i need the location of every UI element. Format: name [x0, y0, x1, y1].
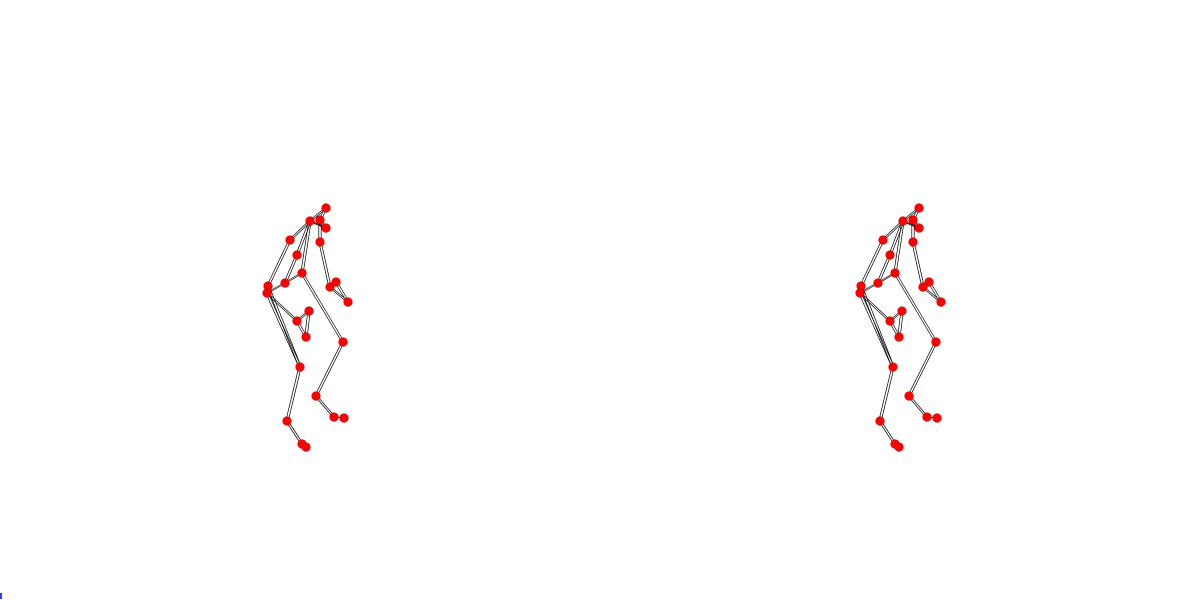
pose-left-bone-neck-upperC-a: [295, 220, 310, 256]
pose-right-bone-shoulderL-hipL1-a: [859, 239, 883, 287]
pose-left-bone-hipL2-handB-b: [267, 292, 299, 322]
pose-right-bone-shoulderL-hipL1-b: [861, 239, 885, 287]
pose-left-joint-footR2: [339, 413, 349, 423]
pose-right-joint-footR1: [922, 412, 932, 422]
pose-left-joint-handA: [304, 306, 314, 316]
pose-left-bone-hipC-kneeR-a: [300, 272, 343, 343]
pose-left-joint-neck: [305, 216, 315, 226]
pose-left-joint-hipC: [297, 268, 307, 278]
pose-left-bone-kneeR-ankleR-b: [316, 341, 345, 397]
pose-left-joint-footL2: [301, 442, 311, 452]
pose-left-joint-shinL: [295, 362, 305, 372]
pose-right-joint-wristR: [936, 297, 946, 307]
pose-right-bone-hipL1-shinL-b: [861, 285, 895, 368]
pose-right-bone-shinL-ankleL-a: [878, 366, 893, 422]
pose-figure-left: [262, 203, 353, 452]
pose-right-bone-hipC-kneeR-b: [895, 272, 938, 343]
pose-left-bone-hipC-kneeR-b: [302, 272, 345, 343]
pose-right-joint-hipC: [890, 268, 900, 278]
pose-left-joint-elbowR1: [325, 282, 335, 292]
pose-right-joint-shoulderR: [908, 237, 918, 247]
pose-right-joint-neck: [898, 216, 908, 226]
pose-left-bone-neck-upperC-b: [297, 220, 312, 256]
pose-right-joint-shoulderL: [878, 235, 888, 245]
pose-left-bone-kneeR-ankleR-a: [314, 341, 343, 397]
pose-left-joint-elbowR2: [331, 277, 341, 287]
pose-left-bone-shinL-ankleL-a: [285, 366, 300, 422]
pose-left-bone-hipL2-handB-a: [265, 292, 297, 322]
pose-left-joint-shoulderL: [285, 235, 295, 245]
pose-right-bone-shoulderR-elbowR1-b: [913, 241, 925, 288]
pose-left-joint-upperC: [292, 250, 302, 260]
pose-left-bone-shoulderR-elbowR1-a: [318, 241, 330, 288]
pose-left-bone-hipL2-shinL-a: [265, 292, 300, 368]
pose-right-joint-handC: [894, 332, 904, 342]
pose-left-joint-ankleL: [282, 416, 292, 426]
pose-right-bone-hipL2-handB-b: [860, 292, 892, 322]
pose-right-joint-hipL2: [855, 288, 865, 298]
pose-left-joint-head: [321, 203, 331, 213]
pose-right-bone-neck-hipC-a: [893, 220, 903, 274]
pose-left-joint-kneeR: [338, 337, 348, 347]
pose-left-bone-hipL1-shinL-b: [268, 285, 302, 368]
pose-right-joint-kneeR: [931, 337, 941, 347]
pose-right-bone-upperC-kneeA-b: [878, 254, 892, 284]
pose-left-joint-kneeA: [280, 278, 290, 288]
pose-right-joint-upperC: [885, 250, 895, 260]
pose-figure-right: [855, 203, 946, 452]
pose-left-joint-handC: [301, 332, 311, 342]
pose-right-joint-headB: [908, 215, 918, 225]
pose-right-bone-shoulderR-elbowR1-a: [911, 241, 923, 288]
pose-right-joint-elbowR1: [918, 282, 928, 292]
pose-left-joint-headB: [315, 215, 325, 225]
pose-right-bone-kneeR-ankleR-b: [909, 341, 938, 397]
pose-right-joint-ankleR: [904, 391, 914, 401]
pose-left-bone-upperC-kneeA-a: [283, 254, 297, 284]
pose-left-bone-shoulderL-hipL1-b: [268, 239, 292, 287]
pose-left-joint-shoulderR: [315, 237, 325, 247]
pose-left-joint-hipL2: [262, 288, 272, 298]
pose-left-joint-footR1: [329, 412, 339, 422]
pose-right-joint-shinL: [888, 362, 898, 372]
pose-left-bone-neck-hipC-a: [300, 220, 310, 274]
pose-right-bone-shinL-ankleL-b: [880, 366, 895, 422]
pose-right-bone-hipC-kneeR-a: [893, 272, 936, 343]
corner-marker: [0, 593, 2, 599]
pose-left-joint-handB: [292, 316, 302, 326]
pose-right-bone-hipL2-handB-a: [858, 292, 890, 322]
pose-right-joint-footR2: [932, 413, 942, 423]
pose-right-joint-ankleL: [875, 416, 885, 426]
pose-left-bone-shoulderR-elbowR1-b: [320, 241, 332, 288]
pose-right-bone-neck-hipC-b: [895, 220, 905, 274]
pose-left-bone-shinL-ankleL-b: [287, 366, 302, 422]
pose-right-bone-neck-upperC-a: [888, 220, 903, 256]
pose-left-bone-shoulderL-hipL1-a: [266, 239, 290, 287]
pose-right-bone-neck-upperC-b: [890, 220, 905, 256]
pose-right-bone-hipL2-shinL-b: [860, 292, 895, 368]
pose-left-joint-ankleR: [311, 391, 321, 401]
pose-right-joint-handA: [897, 306, 907, 316]
pose-left-joint-jaw: [321, 223, 331, 233]
pose-right-bone-upperC-kneeA-a: [876, 254, 890, 284]
pose-left-bone-upperC-kneeA-b: [285, 254, 299, 284]
pose-right-joint-head: [914, 203, 924, 213]
pose-right-bone-hipL2-shinL-a: [858, 292, 893, 368]
pose-right-joint-footL2: [894, 442, 904, 452]
pose-left-bone-neck-hipC-b: [302, 220, 312, 274]
pose-right-joint-jaw: [914, 223, 924, 233]
pose-right-joint-handB: [885, 316, 895, 326]
pose-right-bone-kneeR-ankleR-a: [907, 341, 936, 397]
pose-right-joint-elbowR2: [924, 277, 934, 287]
pose-left-joint-wristR: [343, 297, 353, 307]
pose-right-joint-kneeA: [873, 278, 883, 288]
pose-left-bone-hipL2-shinL-b: [267, 292, 302, 368]
